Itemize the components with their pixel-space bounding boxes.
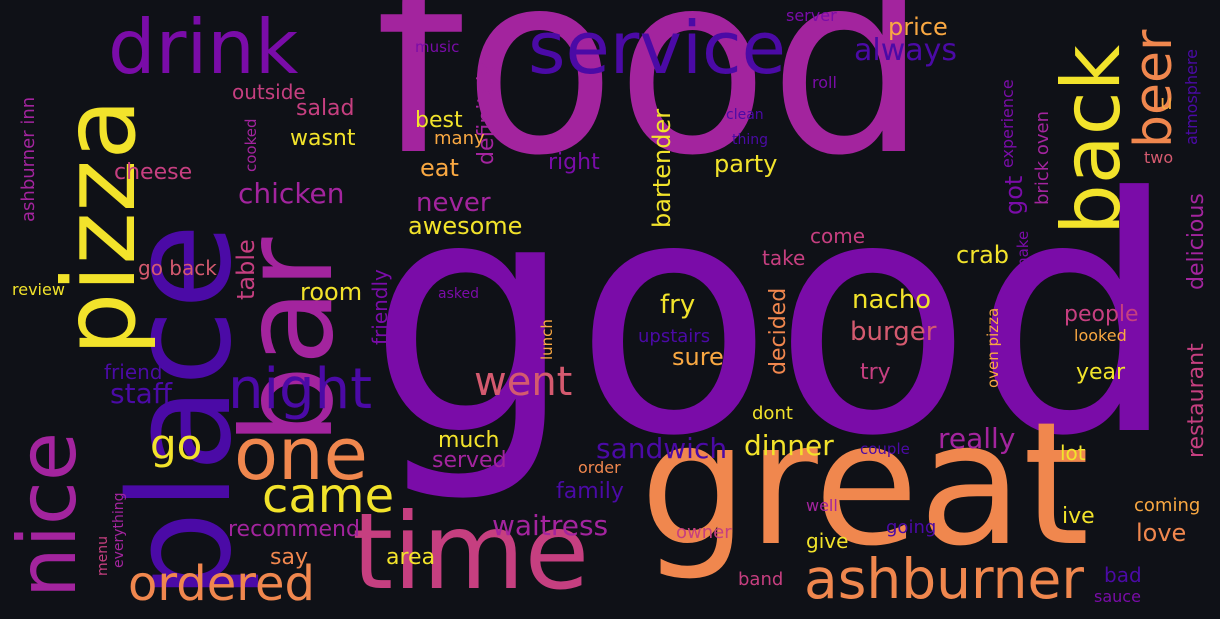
word-cheese: cheese <box>114 160 193 185</box>
word-lot: lot <box>1060 441 1086 465</box>
word-salad: salad <box>296 96 355 121</box>
word-pizza: pizza <box>41 98 158 356</box>
word-menu: menu <box>95 536 111 576</box>
word-go: go <box>150 420 203 469</box>
word-eat: eat <box>420 154 459 182</box>
word-always: always <box>854 33 958 68</box>
word-really: really <box>938 422 1016 455</box>
word-take: take <box>762 246 806 270</box>
word-try: try <box>860 360 891 385</box>
word-say: say <box>270 545 308 570</box>
word-well: well <box>806 496 838 515</box>
word-best: best <box>415 108 463 133</box>
word-lunch: lunch <box>538 319 556 360</box>
word-decided: decided <box>766 287 791 375</box>
word-time: time <box>352 491 590 613</box>
word-fry: fry <box>660 290 696 320</box>
word-oven-pizza: oven pizza <box>984 307 1002 388</box>
word-experience: experience <box>998 79 1017 168</box>
word-sauce: sauce <box>1094 587 1141 606</box>
word-delicious: delicious <box>1184 193 1209 290</box>
word-room: room <box>300 278 363 306</box>
word-staff: staff <box>110 377 173 410</box>
word-food: food <box>375 0 928 210</box>
word-night: night <box>228 357 373 422</box>
word-got: got <box>1000 175 1028 215</box>
word-awesome: awesome <box>408 212 523 240</box>
word-asked: asked <box>438 286 479 302</box>
word-table: table <box>232 239 260 300</box>
word-drink: drink <box>108 3 299 91</box>
word-chicken: chicken <box>238 177 345 210</box>
word-nacho: nacho <box>852 285 932 315</box>
word-couple: couple <box>860 440 910 458</box>
word-make: make <box>1014 230 1032 272</box>
word-sandwich: sandwich <box>596 432 728 465</box>
word-served: served <box>432 448 507 473</box>
word-outside: outside <box>232 80 306 104</box>
word-family: family <box>556 479 624 504</box>
word-nice: nice <box>1 431 94 598</box>
word-music: music <box>415 38 460 56</box>
word-everything: everything <box>111 492 127 568</box>
word-cooked: cooked <box>242 118 260 172</box>
word-price: price <box>888 13 948 41</box>
word-two: two <box>1144 148 1174 167</box>
word-roll: roll <box>812 73 837 92</box>
word-looked: looked <box>1074 326 1127 345</box>
word-atmosphere: atmosphere <box>1182 49 1201 145</box>
word-band: band <box>738 569 784 590</box>
word-coming: coming <box>1134 495 1201 516</box>
word-restaurant: restaurant <box>1184 343 1209 458</box>
word-thing: thing <box>732 132 769 148</box>
word-ordered: ordered <box>128 556 315 612</box>
word-great: great <box>640 386 1090 584</box>
word-u: u <box>1160 90 1173 114</box>
word-love: love <box>1136 519 1187 547</box>
word-party: party <box>714 150 778 178</box>
word-review: review <box>12 280 65 299</box>
word-give: give <box>806 529 849 553</box>
word-bartender: bartender <box>648 108 676 228</box>
word-service: service <box>528 6 786 90</box>
word-people: people <box>1064 302 1139 327</box>
word-upstairs: upstairs <box>638 326 711 347</box>
word-good: good <box>368 128 1179 507</box>
word-back: back <box>1045 44 1138 235</box>
word-bad: bad <box>1104 563 1142 587</box>
word-recommend: recommend <box>228 517 360 542</box>
word-friendly: friendly <box>368 269 392 345</box>
word-one: one <box>234 412 368 496</box>
word-friend: friend <box>104 360 163 384</box>
word-ashburner-inn: ashburner inn <box>18 96 39 222</box>
word-wasnt: wasnt <box>290 126 356 151</box>
word-went: went <box>474 359 573 405</box>
word-server: server <box>786 6 837 25</box>
word-go-back: go back <box>138 256 217 280</box>
word-owner: owner <box>676 522 732 543</box>
word-brick-oven: brick oven <box>1032 110 1053 205</box>
word-going: going <box>886 517 937 538</box>
word-year: year <box>1076 360 1126 385</box>
word-sure: sure <box>672 343 724 371</box>
word-order: order <box>578 458 621 477</box>
word-much: much <box>438 428 500 453</box>
word-came: came <box>262 468 395 524</box>
word-never: never <box>416 188 491 218</box>
word-ive: ive <box>1062 504 1095 529</box>
word-many: many <box>434 128 485 149</box>
word-dont: dont <box>752 403 793 424</box>
word-burger: burger <box>850 317 937 347</box>
word-clean: clean <box>726 107 764 123</box>
word-ashburner: ashburner <box>804 547 1084 611</box>
word-crab: crab <box>956 241 1010 269</box>
word-come: come <box>810 224 866 248</box>
word-waitress: waitress <box>492 509 609 542</box>
word-beer: beer <box>1124 29 1184 148</box>
word-right: right <box>548 150 600 175</box>
word-dinner: dinner <box>744 429 834 462</box>
word-area: area <box>386 545 436 570</box>
word-definitely: definitely <box>474 62 499 165</box>
